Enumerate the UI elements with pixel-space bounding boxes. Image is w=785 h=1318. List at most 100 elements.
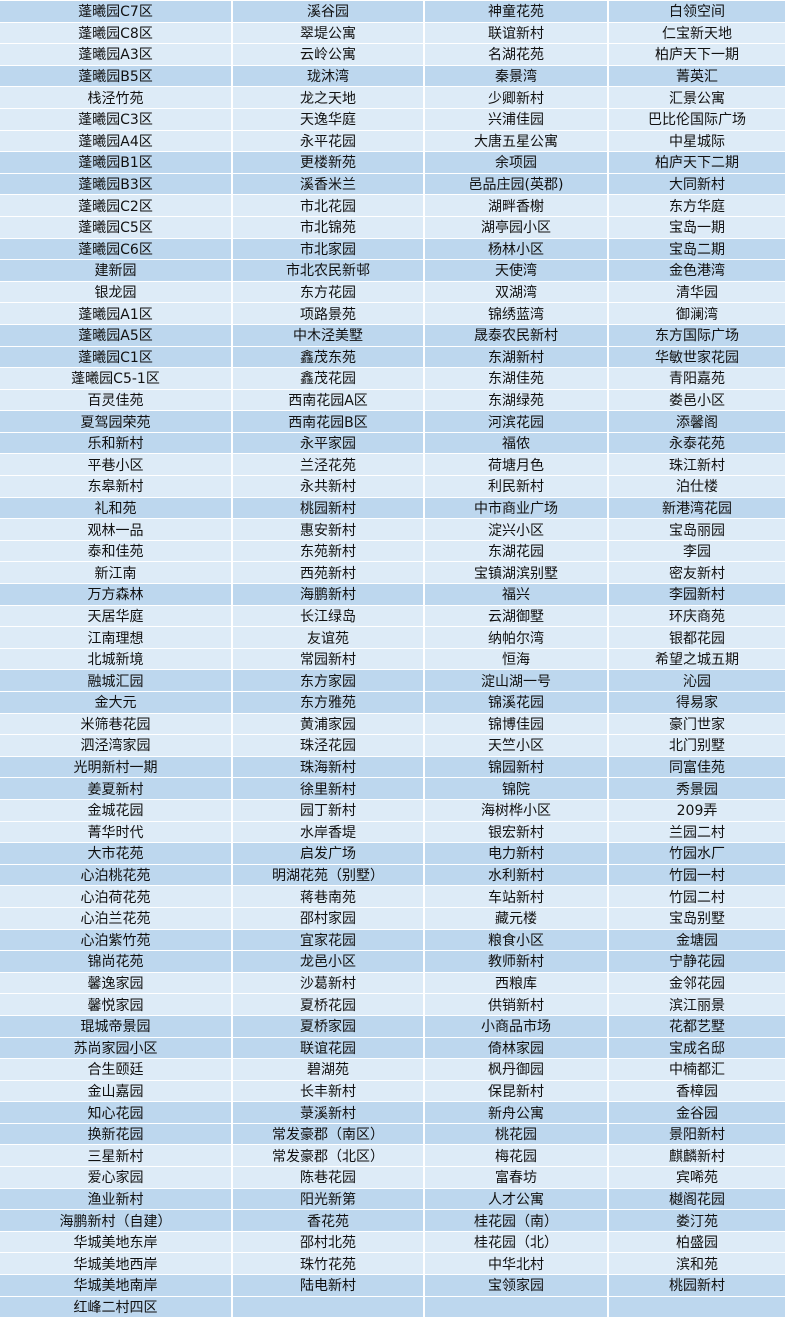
table-cell: 园丁新村 xyxy=(233,799,423,821)
table-cell: 麒麟新村 xyxy=(609,1145,785,1167)
table-cell: 心泊紫竹苑 xyxy=(0,929,231,951)
table-row: 蓬曦园A1区 项路景苑 锦绣蓝湾 御澜湾 xyxy=(0,303,785,324)
table-cell: 鑫茂花园 xyxy=(233,368,423,389)
table-cell: 神童花苑 xyxy=(425,1,607,22)
table-row: 海鹏新村（自建） 香花苑 桂花园（南） 娄汀苑 xyxy=(0,1210,785,1231)
table-cell: 湖畔香榭 xyxy=(425,195,607,216)
table-cell: 金大元 xyxy=(0,692,231,713)
table-row: 心泊荷花苑 蒋巷南苑 车站新村 竹园二村 xyxy=(0,886,785,907)
table-cell: 香花苑 xyxy=(233,1210,423,1231)
table-cell: 常发豪郡（南区） xyxy=(233,1123,423,1145)
table-row: 合生颐廷 碧湖苑 枫丹御园 中楠都汇 xyxy=(0,1059,785,1080)
table-cell: 淀兴小区 xyxy=(425,519,607,540)
table-cell: 蓬曦园A1区 xyxy=(0,303,231,324)
table-row: 蓬曦园C6区 市北家园 杨林小区 宝岛二期 xyxy=(0,238,785,260)
table-cell: 徐里新村 xyxy=(233,778,423,799)
table-cell: 蓬曦园B1区 xyxy=(0,152,231,173)
table-cell: 锦园新村 xyxy=(425,756,607,778)
table-cell: 蓬曦园A3区 xyxy=(0,44,231,65)
table-cell: 杨林小区 xyxy=(425,238,607,260)
table-cell: 联谊花园 xyxy=(233,1037,423,1059)
table-row: 金城花园 园丁新村 海树桦小区 209弄 xyxy=(0,799,785,821)
table-cell: 枫丹御园 xyxy=(425,1059,607,1080)
table-cell: 黄浦家园 xyxy=(233,713,423,735)
table-cell: 东方国际广场 xyxy=(609,324,785,346)
table-cell: 锦博佳园 xyxy=(425,713,607,735)
table-cell: 李园新村 xyxy=(609,584,785,605)
table-cell: 龙之天地 xyxy=(233,87,423,108)
table-row: 融城汇园 东方家园 淀山湖一号 沁园 xyxy=(0,670,785,691)
table-cell xyxy=(609,1296,785,1318)
table-cell xyxy=(233,1296,423,1318)
table-row: 蓬曦园C5-1区 鑫茂花园 东湖佳苑 青阳嘉苑 xyxy=(0,368,785,389)
table-cell: 宾唏苑 xyxy=(609,1167,785,1188)
table-cell: 永平家园 xyxy=(233,432,423,454)
table-cell: 银都花园 xyxy=(609,627,785,648)
table-cell: 常发豪郡（北区） xyxy=(233,1145,423,1167)
table-cell: 红峰二村四区 xyxy=(0,1296,231,1318)
table-cell: 同富佳苑 xyxy=(609,756,785,778)
table-cell: 密友新村 xyxy=(609,562,785,584)
table-row: 金大元 东方雅苑 锦溪花园 得易家 xyxy=(0,692,785,713)
table-cell: 天居华庭 xyxy=(0,605,231,627)
table-row: 三星新村 常发豪郡（北区） 梅花园 麒麟新村 xyxy=(0,1145,785,1167)
table-cell: 东苑新村 xyxy=(233,540,423,562)
table-cell: 电力新村 xyxy=(425,843,607,864)
table-cell: 海树桦小区 xyxy=(425,799,607,821)
table-cell: 宝岛丽园 xyxy=(609,519,785,540)
table-cell: 秦景湾 xyxy=(425,65,607,87)
table-cell: 名湖花苑 xyxy=(425,44,607,65)
table-cell: 银宏新村 xyxy=(425,821,607,843)
table-cell: 观林一品 xyxy=(0,519,231,540)
table-cell: 竹园二村 xyxy=(609,886,785,907)
table-row: 东皋新村 永共新村 利民新村 泊仕楼 xyxy=(0,476,785,497)
table-cell: 东皋新村 xyxy=(0,476,231,497)
table-cell: 西南花园B区 xyxy=(233,411,423,432)
table-row: 馨逸家园 沙葛新村 西粮库 金邻花园 xyxy=(0,972,785,994)
table-cell: 爱心家园 xyxy=(0,1167,231,1188)
table-cell: 宁静花园 xyxy=(609,951,785,972)
table-row: 北城新境 常园新村 恒海 希望之城五期 xyxy=(0,648,785,670)
table-row: 蓬曦园B3区 溪香米兰 邑品庄园(英郡) 大同新村 xyxy=(0,173,785,195)
table-cell: 白领空间 xyxy=(609,1,785,22)
table-cell: 江南理想 xyxy=(0,627,231,648)
table-cell: 珑沐湾 xyxy=(233,65,423,87)
table-cell: 沙葛新村 xyxy=(233,972,423,994)
table-cell: 宝领家园 xyxy=(425,1275,607,1296)
table-cell: 沁园 xyxy=(609,670,785,691)
table-cell: 大市花苑 xyxy=(0,843,231,864)
table-cell: 明湖花苑（别墅） xyxy=(233,864,423,886)
table-cell: 鑫茂东苑 xyxy=(233,346,423,368)
table-cell: 供销新村 xyxy=(425,994,607,1015)
table-cell: 永泰花苑 xyxy=(609,432,785,454)
table-row: 蓬曦园A4区 永平花园 大唐五星公寓 中星城际 xyxy=(0,130,785,152)
table-row: 夏驾园荣苑 西南花园B区 河滨花园 添馨阁 xyxy=(0,411,785,432)
table-row: 苏尚家园小区 联谊花园 倚林家园 宝成名邸 xyxy=(0,1037,785,1059)
table-cell: 仁宝新天地 xyxy=(609,22,785,44)
table-row: 天居华庭 长江绿岛 云湖御墅 环庆商苑 xyxy=(0,605,785,627)
table-cell: 中市商业广场 xyxy=(425,497,607,519)
table-cell: 青阳嘉苑 xyxy=(609,368,785,389)
table-row: 蓬曦园B1区 更楼新苑 余项园 柏庐天下二期 xyxy=(0,152,785,173)
table-cell: 蓬曦园A5区 xyxy=(0,324,231,346)
table-cell: 金谷园 xyxy=(609,1102,785,1123)
table-cell: 锦绣蓝湾 xyxy=(425,303,607,324)
table-cell: 纳帕尔湾 xyxy=(425,627,607,648)
table-cell: 宝镇湖滨别墅 xyxy=(425,562,607,584)
table-cell: 梅花园 xyxy=(425,1145,607,1167)
table-cell: 友谊苑 xyxy=(233,627,423,648)
table-row: 蓬曦园C5区 市北锦苑 湖亭园小区 宝岛一期 xyxy=(0,216,785,238)
table-cell: 小商品市场 xyxy=(425,1015,607,1037)
table-cell: 竹园水厂 xyxy=(609,843,785,864)
table-cell: 珠竹花苑 xyxy=(233,1253,423,1275)
table-row: 光明新村一期 珠海新村 锦园新村 同富佳苑 xyxy=(0,756,785,778)
table-row: 爱心家园 陈巷花园 富春坊 宾唏苑 xyxy=(0,1167,785,1188)
table-cell: 水利新村 xyxy=(425,864,607,886)
table-cell: 邑品庄园(英郡) xyxy=(425,173,607,195)
table-cell: 得易家 xyxy=(609,692,785,713)
table-cell: 添馨阁 xyxy=(609,411,785,432)
table-row: 米筛巷花园 黄浦家园 锦博佳园 豪门世家 xyxy=(0,713,785,735)
table-cell: 车站新村 xyxy=(425,886,607,907)
table-cell: 米筛巷花园 xyxy=(0,713,231,735)
